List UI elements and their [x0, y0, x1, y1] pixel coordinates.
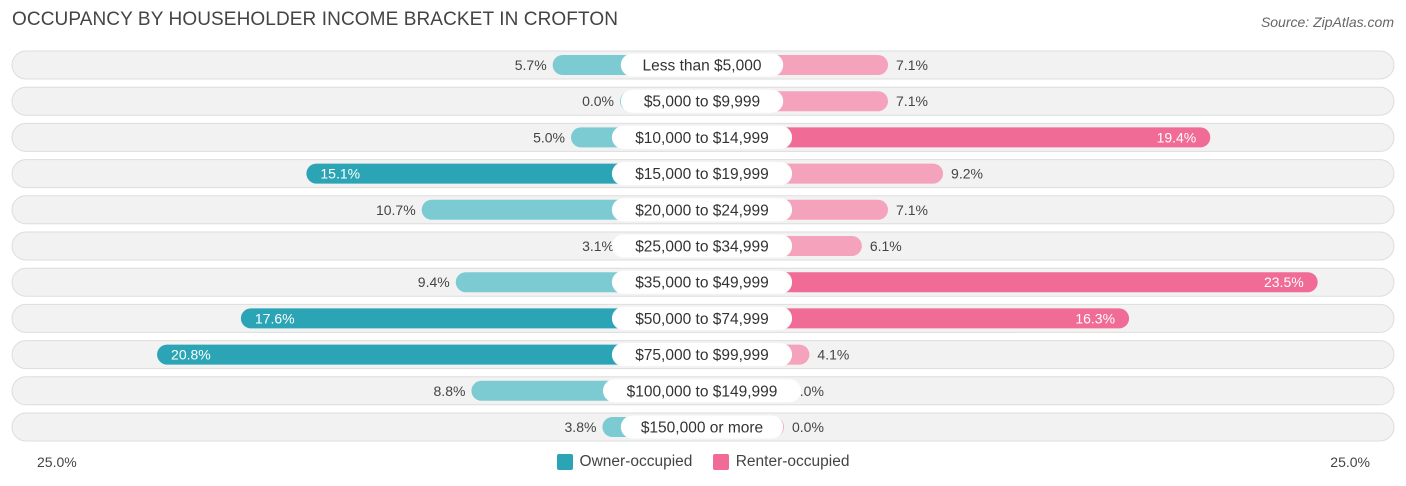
owner-value-label: 17.6%	[255, 310, 295, 326]
renter-value-label: 7.1%	[896, 57, 928, 73]
owner-value-label: 10.7%	[376, 202, 416, 218]
category-label: $100,000 to $149,999	[627, 383, 778, 400]
source-label: Source: ZipAtlas.com	[1260, 14, 1394, 30]
renter-value-label: 16.3%	[1075, 310, 1115, 326]
renter-bar	[702, 308, 1130, 329]
category-label: $5,000 to $9,999	[644, 94, 760, 111]
category-pill	[620, 415, 784, 439]
owner-value-label: 5.0%	[533, 129, 565, 145]
legend-renter[interactable]: Renter-occupied	[712, 453, 850, 471]
renter-value-label: 9.2%	[951, 166, 983, 182]
owner-value-label: 8.8%	[434, 383, 466, 399]
renter-value-label: 0.0%	[792, 419, 824, 435]
category-label: $35,000 to $49,999	[635, 275, 769, 292]
owner-bar	[157, 344, 703, 365]
category-pill	[611, 306, 793, 330]
renter-bar	[702, 272, 1318, 293]
category-label: $50,000 to $74,999	[635, 311, 769, 328]
owner-bar	[306, 163, 702, 184]
legend-owner[interactable]: Owner-occupied	[556, 453, 693, 471]
axis-left-label: 25.0%	[37, 454, 77, 470]
axis-right-label: 25.0%	[1330, 454, 1370, 470]
category-label: $150,000 or more	[641, 420, 763, 437]
legend-owner-swatch	[556, 454, 573, 470]
category-pill	[611, 234, 793, 258]
category-pill	[611, 198, 793, 222]
renter-value-label: 19.4%	[1157, 129, 1197, 145]
legend-renter-label: Renter-occupied	[735, 453, 850, 470]
owner-value-label: 0.0%	[582, 93, 614, 109]
category-pill	[620, 53, 784, 77]
renter-value-label: 4.1%	[817, 347, 849, 363]
category-label: $15,000 to $19,999	[635, 166, 769, 183]
renter-bar	[702, 127, 1211, 148]
category-pill	[611, 125, 793, 149]
legend-renter-swatch	[712, 454, 729, 470]
category-label: Less than $5,000	[643, 58, 762, 75]
renter-value-label: 7.1%	[896, 93, 928, 109]
category-label: $25,000 to $34,999	[635, 239, 769, 256]
legend-owner-label: Owner-occupied	[579, 453, 693, 470]
category-pill	[620, 89, 784, 113]
category-label: $20,000 to $24,999	[635, 202, 769, 219]
renter-value-label: 23.5%	[1264, 274, 1304, 290]
owner-value-label: 20.8%	[171, 347, 211, 363]
category-pill	[611, 343, 793, 367]
owner-bar	[240, 308, 702, 329]
owner-value-label: 9.4%	[418, 274, 450, 290]
renter-value-label: 7.1%	[896, 202, 928, 218]
category-pill	[611, 270, 793, 294]
renter-value-label: 6.1%	[870, 238, 902, 254]
chart-area: 5.7% 7.1% Less than $5,000 0.0% 7.1% $5,000 t…	[11, 50, 1395, 442]
owner-value-label: 5.7%	[515, 57, 547, 73]
category-pill	[603, 379, 801, 403]
category-label: $10,000 to $14,999	[635, 130, 769, 147]
chart-title: OCCUPANCY BY HOUSEHOLDER INCOME BRACKET …	[12, 9, 619, 30]
category-label: $75,000 to $99,999	[635, 347, 769, 364]
category-pill	[611, 162, 793, 186]
legend: Owner-occupied Renter-occupied	[0, 453, 1406, 475]
owner-value-label: 3.8%	[565, 419, 597, 435]
owner-value-label: 15.1%	[320, 166, 360, 182]
owner-value-label: 3.1%	[582, 238, 614, 254]
